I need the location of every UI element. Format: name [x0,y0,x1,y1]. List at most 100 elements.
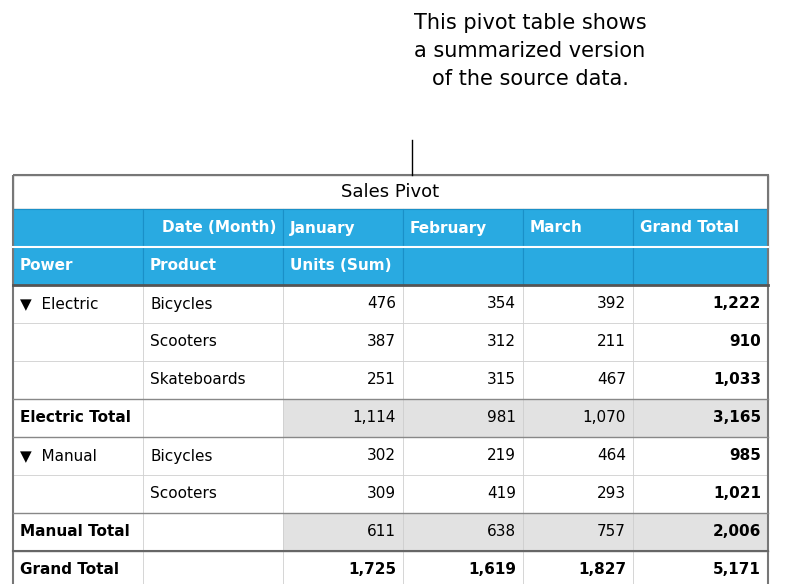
Bar [13,361,143,399]
Bar [13,323,143,361]
Text: 611: 611 [367,524,396,540]
Bar [13,437,143,475]
Bar [283,475,403,513]
Bar [633,247,768,285]
Text: 3,165: 3,165 [713,411,761,426]
Text: 476: 476 [367,297,396,311]
Bar [283,551,403,584]
Text: Grand Total: Grand Total [20,562,119,578]
Bar [283,361,403,399]
Text: 1,619: 1,619 [468,562,516,578]
Text: 354: 354 [487,297,516,311]
Bar [283,209,403,247]
Text: Manual Total: Manual Total [20,524,130,540]
Text: 981: 981 [487,411,516,426]
Bar [633,361,768,399]
Text: Skateboards: Skateboards [150,373,245,388]
Bar [523,209,633,247]
Text: March: March [530,221,583,235]
Bar [143,475,283,513]
Bar [283,513,403,551]
Bar [403,551,523,584]
Text: 309: 309 [367,486,396,502]
Bar [143,323,283,361]
Text: Bicycles: Bicycles [150,297,213,311]
Text: 910: 910 [729,335,761,349]
Text: 302: 302 [367,449,396,464]
Text: Units (Sum): Units (Sum) [290,259,391,273]
Bar [633,475,768,513]
Text: January: January [290,221,355,235]
Bar [403,247,523,285]
Text: February: February [410,221,488,235]
Bar [523,323,633,361]
Bar [523,551,633,584]
Bar [13,551,143,584]
Bar [143,437,283,475]
Text: 2,006: 2,006 [713,524,761,540]
Text: Electric Total: Electric Total [20,411,131,426]
Bar [633,551,768,584]
Bar [403,285,523,323]
Bar [403,323,523,361]
Bar [13,175,768,209]
Text: 464: 464 [597,449,626,464]
Bar [403,209,523,247]
Bar [633,323,768,361]
Bar [633,437,768,475]
Text: 315: 315 [487,373,516,388]
Bar [13,475,143,513]
Text: Scooters: Scooters [150,486,217,502]
Bar [403,361,523,399]
Bar [143,399,283,437]
Text: Scooters: Scooters [150,335,217,349]
Text: 211: 211 [597,335,626,349]
Bar [13,285,143,323]
Bar [523,513,633,551]
Bar [633,399,768,437]
Bar [633,209,768,247]
Bar [13,513,143,551]
Bar [283,285,403,323]
Text: 1,827: 1,827 [578,562,626,578]
Text: 219: 219 [487,449,516,464]
Bar [283,323,403,361]
Text: 293: 293 [597,486,626,502]
Bar [523,475,633,513]
Text: Grand Total: Grand Total [640,221,739,235]
Text: 1,070: 1,070 [582,411,626,426]
Text: 419: 419 [487,486,516,502]
Bar [13,247,143,285]
Bar [143,209,283,247]
Bar [143,285,283,323]
Text: Product: Product [150,259,217,273]
Text: 1,033: 1,033 [713,373,761,388]
Bar [13,175,768,584]
Text: 1,725: 1,725 [348,562,396,578]
Text: Date (Month): Date (Month) [162,221,276,235]
Bar [523,361,633,399]
Bar [523,247,633,285]
Text: This pivot table shows
a summarized version
of the source data.: This pivot table shows a summarized vers… [414,13,646,89]
Bar [283,437,403,475]
Bar [143,361,283,399]
Bar [283,247,403,285]
Text: ▼  Electric: ▼ Electric [20,297,99,311]
Text: 1,114: 1,114 [353,411,396,426]
Bar [523,285,633,323]
Text: Sales Pivot: Sales Pivot [342,183,439,201]
Bar [143,551,283,584]
Bar [523,399,633,437]
Bar [13,399,143,437]
Bar [283,399,403,437]
Text: ▼  Manual: ▼ Manual [20,449,97,464]
Text: 251: 251 [367,373,396,388]
Bar [403,437,523,475]
Text: Power: Power [20,259,74,273]
Text: 1,021: 1,021 [713,486,761,502]
Text: 467: 467 [597,373,626,388]
Bar [403,513,523,551]
Bar [13,209,143,247]
Text: 5,171: 5,171 [713,562,761,578]
Bar [633,285,768,323]
